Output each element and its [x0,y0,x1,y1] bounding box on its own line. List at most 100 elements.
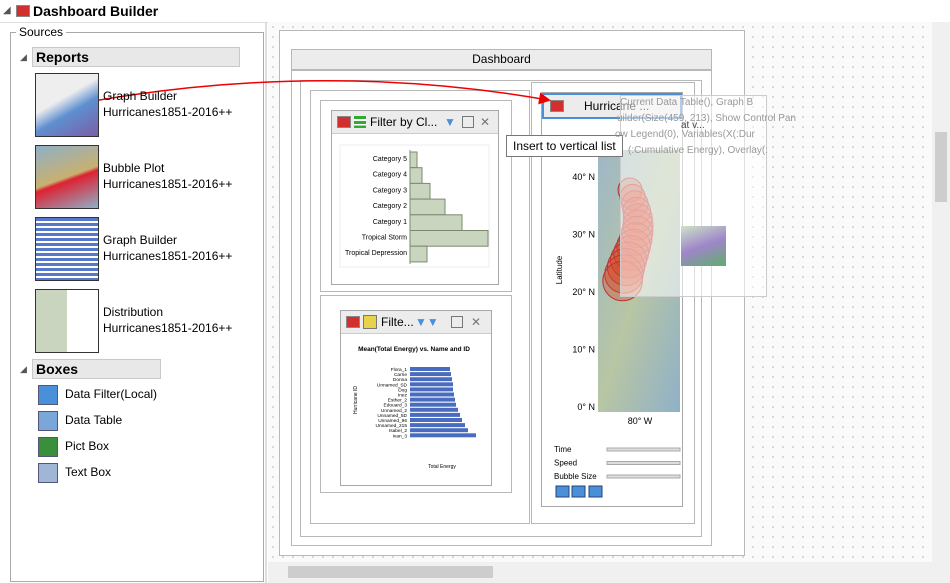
category-label: Category 4 [373,172,407,179]
ghost-text: ow Legend(0), Variables(X(:Dur [615,129,755,140]
box-icon [38,463,58,483]
play-button [555,485,570,498]
category-label: Category 3 [373,187,407,194]
box-item[interactable]: Data Filter(Local) [65,387,158,401]
report-table: Hurricanes1851-2016++ [103,177,233,191]
bar [410,397,455,402]
report-name: Graph Builder [103,233,178,247]
frame [300,80,702,537]
category-label: Unnamed_96 [378,418,407,424]
category-label: Ivan_3 [393,433,408,439]
funnel-icon[interactable]: ▼ [444,115,456,129]
slider [606,474,681,479]
drag-ghost: at v... [620,95,767,297]
box-icon [38,385,58,405]
bar [410,428,468,433]
collapse-icon[interactable]: ◢ [3,5,11,16]
frame [291,70,712,546]
category-label: Category 5 [373,156,407,163]
panel-title-bar: Filter by Cl... ▼ ✕ [332,111,498,134]
box-item[interactable]: Text Box [65,465,112,479]
box-item[interactable]: Pict Box [65,439,110,453]
bar [410,387,453,392]
category-label: Tropical Depression [345,250,407,257]
box-icon [38,411,58,431]
category-label: Unnamed_5D [377,413,407,419]
menu-button[interactable] [346,316,360,328]
bar [409,230,489,247]
play-button [571,485,586,498]
category-label: Unnamed_SD [377,382,408,388]
report-table: Hurricanes1851-2016++ [103,321,233,335]
bar [409,245,428,263]
collapse-icon[interactable]: ◢ [20,364,27,374]
panel-title: Filter by Cl... [370,115,438,129]
maximize[interactable] [451,316,463,328]
report-thumbnail[interactable] [35,73,99,137]
collapse-icon[interactable]: ◢ [20,52,27,62]
axis-label: Latitude [555,255,564,284]
section-header: Reports [32,47,240,67]
category-label: Flora_1 [391,367,408,373]
menu-button[interactable] [16,5,30,17]
close[interactable]: ✕ [471,315,482,329]
category-label: Esther_2 [388,398,408,404]
maximize[interactable] [462,116,474,128]
report-name: Bubble Plot [103,161,165,175]
box-icon [38,437,58,457]
funnel-icon[interactable]: ▼▼ [415,315,439,329]
frame [320,295,512,493]
bar [410,377,452,382]
category-label: Inez [398,393,408,399]
slider [606,461,681,465]
category-label: Category 1 [373,219,407,226]
report-table: Hurricanes1851-2016++ [103,249,233,263]
category-label: Unnamed_215 [376,423,408,429]
grid-icon [363,315,377,329]
bar [410,367,450,371]
v-scrollbar[interactable] [932,22,950,562]
category-label: Edouard_3 [384,403,408,409]
control-label: Time [554,445,572,454]
bar [410,402,456,407]
app-title: Dashboard Builder [33,3,159,19]
splitter[interactable] [265,22,267,583]
x-tick-label: 80° W [628,416,653,426]
h-scrollbar[interactable] [268,562,950,583]
frame [320,100,512,292]
ghost-text: Current Data Table(), Graph B [620,97,754,108]
bar [410,382,453,387]
category-label: Donna [393,377,407,383]
ghost-text: (:Cumulative Energy), Overlay(: [628,145,769,156]
sources-panel [10,32,264,582]
category-label: Category 2 [373,203,407,210]
report-table: Hurricanes1851-2016++ [103,105,233,119]
report-thumbnail[interactable] [35,217,99,281]
bar [409,151,418,169]
close[interactable]: ✕ [480,115,491,129]
report-thumbnail[interactable] [35,145,99,209]
panel-title: Filte... [381,315,414,329]
filter-icon [354,116,366,128]
box-item[interactable]: Data Table [65,413,123,427]
report-name: Graph Builder [103,89,178,103]
menu-button[interactable] [337,116,351,128]
slider [606,447,681,452]
tooltip: Insert to vertical list [506,135,623,157]
frame [531,82,695,524]
bar [410,412,460,417]
ghost-text: uilder(Size(459, 213), Show Control Pan [617,113,796,124]
report-thumbnail[interactable] [35,289,99,353]
control-label: Bubble Size [554,472,597,481]
ghost-title: at v... [681,120,705,131]
bar [409,214,463,232]
report-name: Distribution [103,305,164,319]
section-header: Boxes [32,359,161,379]
category-label: Tropical Storm [362,235,407,242]
chart-title: Mean(Total Energy) vs. Name and ID [358,346,470,353]
menu-button[interactable] [550,100,564,112]
category-label: Unnamed_2 [381,408,407,414]
panel-title-bar: Filte... ▼▼ ✕ [341,311,491,334]
